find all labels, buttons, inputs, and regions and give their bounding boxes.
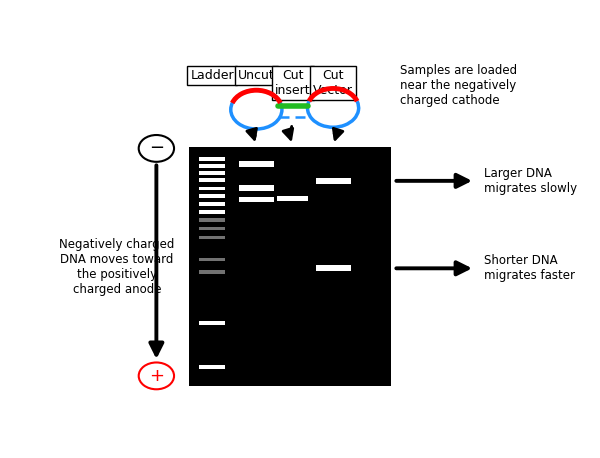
Bar — [316, 178, 350, 184]
Bar — [239, 162, 274, 167]
Text: Ladder: Ladder — [190, 69, 234, 82]
Circle shape — [139, 362, 174, 389]
Text: Uncut: Uncut — [238, 69, 275, 82]
Text: Cut
insert: Cut insert — [275, 69, 310, 97]
Bar — [199, 157, 225, 161]
Bar — [316, 266, 350, 271]
Text: Larger DNA
migrates slowly: Larger DNA migrates slowly — [484, 167, 577, 195]
Text: Samples are loaded
near the negatively
charged cathode: Samples are loaded near the negatively c… — [401, 64, 518, 107]
Text: Cut
Vector: Cut Vector — [313, 69, 353, 97]
Bar — [199, 270, 225, 273]
Bar — [199, 227, 225, 230]
Bar — [199, 202, 225, 206]
Bar — [199, 365, 225, 369]
Bar — [199, 178, 225, 182]
Bar — [199, 258, 225, 261]
Bar — [199, 210, 225, 213]
Bar — [199, 194, 225, 198]
Bar — [189, 147, 391, 387]
Bar — [199, 164, 225, 168]
Text: Shorter DNA
migrates faster: Shorter DNA migrates faster — [484, 254, 575, 282]
Bar — [199, 321, 225, 325]
Text: +: + — [149, 367, 164, 385]
Bar — [199, 186, 225, 190]
Bar — [239, 197, 274, 202]
Bar — [277, 196, 308, 202]
Bar — [199, 236, 225, 240]
Text: −: − — [149, 139, 164, 158]
Bar — [239, 185, 274, 191]
Circle shape — [139, 135, 174, 162]
Text: Negatively charged
DNA moves toward
the positively
charged anode: Negatively charged DNA moves toward the … — [59, 238, 175, 295]
Bar — [199, 218, 225, 222]
Bar — [199, 171, 225, 175]
